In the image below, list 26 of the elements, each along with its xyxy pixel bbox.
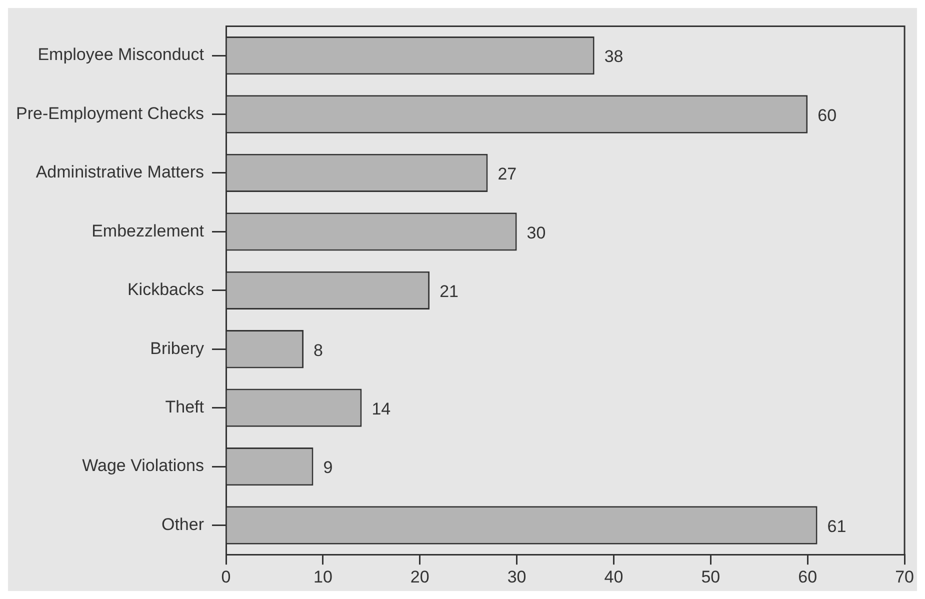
data-label: 60: [818, 106, 837, 125]
x-tick-label: 10: [313, 567, 332, 586]
y-tick-label: Pre-Employment Checks: [16, 104, 204, 123]
y-tick-label: Bribery: [150, 338, 204, 358]
data-label: 61: [827, 516, 846, 536]
data-label: 14: [372, 400, 391, 419]
data-label: 21: [440, 282, 458, 302]
data-label: 8: [314, 340, 324, 360]
x-tick-label: 70: [895, 567, 914, 586]
y-tick-label: Wage Violations: [82, 456, 204, 476]
x-tick-label: 60: [798, 567, 818, 586]
y-tick-label: Employee Misconduct: [38, 45, 204, 64]
y-tick-label: Embezzlement: [92, 221, 204, 240]
y-tick-label: Other: [161, 514, 204, 534]
data-label: 38: [604, 47, 624, 66]
data-label: 27: [498, 164, 517, 184]
x-tick-label: 0: [221, 567, 231, 586]
x-tick-label: 50: [701, 567, 720, 586]
y-tick-label: Kickbacks: [127, 280, 204, 300]
y-tick-label: Theft: [165, 398, 204, 417]
x-tick-label: 30: [507, 567, 526, 586]
data-label: 9: [323, 458, 333, 478]
y-tick-label: Administrative Matters: [36, 162, 204, 182]
x-tick-label: 20: [410, 567, 430, 586]
x-tick-label: 40: [604, 567, 624, 586]
data-label: 30: [526, 223, 546, 242]
